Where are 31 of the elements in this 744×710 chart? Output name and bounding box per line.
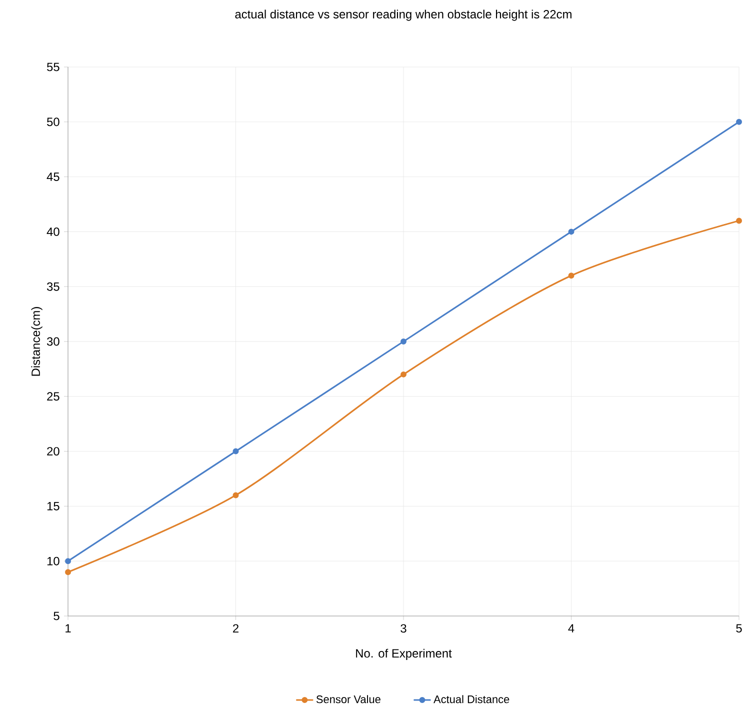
chart-title: actual distance vs sensor reading when obstacle height is 22cm: [235, 10, 572, 21]
y-tick-label: 10: [47, 556, 60, 566]
point: [232, 448, 239, 454]
x-tick-label: 2: [233, 624, 238, 633]
point: [568, 272, 574, 279]
y-tick-label: 20: [47, 447, 60, 456]
legend-label: Actual Distance: [434, 695, 510, 704]
y-tick-label: 55: [47, 62, 60, 72]
x-axis-title: No. of Experiment: [356, 648, 452, 660]
point: [736, 118, 742, 125]
y-tick-label: 40: [46, 227, 60, 236]
point: [65, 558, 71, 564]
legend-label: Sensor Value: [316, 695, 380, 704]
y-tick-label: 45: [46, 172, 60, 181]
y-tick-label: 30: [46, 337, 60, 346]
x-tick-label: 1: [66, 624, 71, 632]
point: [568, 228, 574, 235]
y-tick-label: 25: [47, 392, 60, 401]
y-axis-title: Distance(cm): [31, 307, 42, 376]
y-tick-label: 50: [47, 118, 60, 126]
x-tick-label: 4: [568, 624, 574, 632]
point: [736, 218, 742, 224]
y-tick-label: 35: [46, 282, 60, 291]
x-tick-label: 3: [400, 624, 406, 633]
x-tick-label: 5: [736, 624, 742, 633]
point: [400, 338, 406, 344]
point: [65, 569, 71, 576]
y-tick-label: 5: [54, 612, 60, 620]
point: [232, 492, 239, 498]
point: [400, 371, 406, 378]
y-tick-label: 15: [47, 502, 60, 510]
